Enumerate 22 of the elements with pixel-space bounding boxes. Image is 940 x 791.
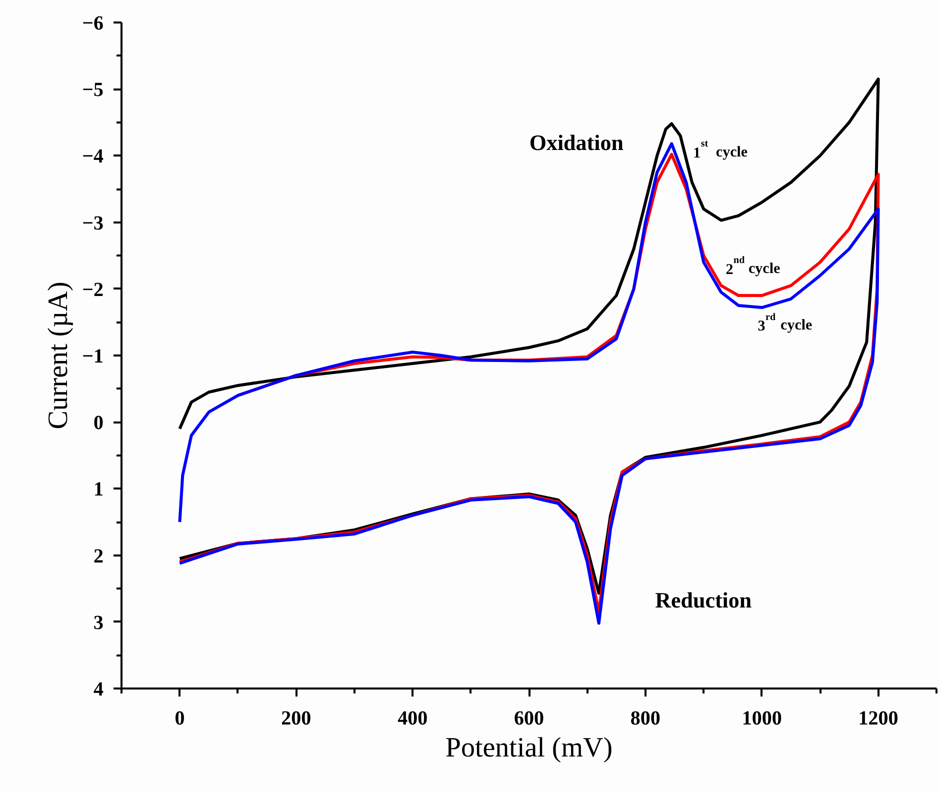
y-tick-label: −4 xyxy=(82,146,104,168)
x-tick-label: 1000 xyxy=(742,708,782,730)
x-axis-title: Potential (mV) xyxy=(445,732,613,764)
x-tick-label: 600 xyxy=(514,708,544,730)
y-tick-label: 1 xyxy=(94,478,104,501)
annotation: Reduction xyxy=(655,587,752,612)
x-tick-label: 200 xyxy=(281,708,312,730)
y-tick-label: 4 xyxy=(94,678,104,700)
y-tick-label: 2 xyxy=(94,545,104,568)
y-tick-label: −1 xyxy=(82,346,104,368)
y-axis-title: Current (µA) xyxy=(43,282,74,430)
y-tick-label: 3 xyxy=(94,612,104,634)
annotation: Oxidation xyxy=(529,130,624,155)
y-tick-label: 0 xyxy=(94,412,104,434)
x-tick-label: 400 xyxy=(398,708,428,730)
y-tick-label: −6 xyxy=(82,12,104,34)
y-tick-label: −2 xyxy=(82,278,104,301)
y-tick-label: −5 xyxy=(82,79,104,102)
x-tick-label: 800 xyxy=(630,708,660,730)
x-tick-label: 0 xyxy=(174,708,185,730)
x-tick-label: 1200 xyxy=(858,708,898,730)
y-tick-label: −3 xyxy=(82,212,104,234)
